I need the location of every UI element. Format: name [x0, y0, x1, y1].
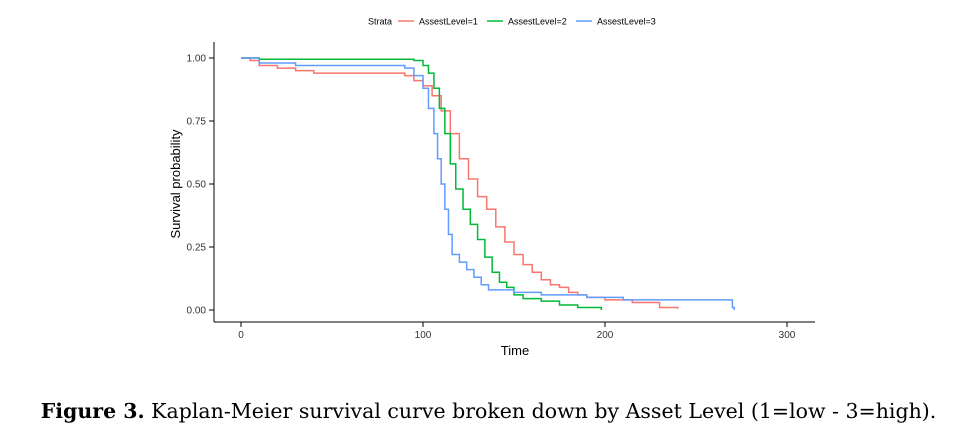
- y-tick-label: 0.50: [187, 180, 207, 191]
- axes: [213, 42, 815, 323]
- y-axis-label: Survival probability: [168, 129, 183, 239]
- y-tick-label: 1.00: [187, 54, 207, 65]
- survival-curve-2: [241, 57, 603, 310]
- legend-title: Strata: [368, 17, 392, 27]
- survival-curve-1: [241, 57, 679, 309]
- y-tick-label: 0.75: [187, 117, 207, 128]
- x-axis-label: Time: [501, 343, 529, 358]
- x-tick-label: 0: [238, 330, 244, 341]
- survival-curves: [241, 57, 735, 310]
- legend: Strata AssestLevel=1 AssestLevel=2 AssestLe…: [368, 17, 656, 27]
- caption-label: Figure 3.: [40, 399, 145, 423]
- ticks: 0 100 200 300 0.00 0.25 0.50 0.75 1.00: [187, 54, 796, 342]
- y-tick-label: 0.00: [187, 306, 207, 317]
- legend-label: AssestLevel=3: [597, 17, 656, 27]
- x-tick-label: 100: [415, 330, 432, 341]
- legend-label: AssestLevel=1: [419, 17, 478, 27]
- x-tick-label: 300: [779, 330, 796, 341]
- legend-label: AssestLevel=2: [508, 17, 567, 27]
- km-survival-chart: Strata AssestLevel=1 AssestLevel=2 AssestLe…: [168, 17, 815, 358]
- caption-text: Kaplan-Meier survival curve broken down …: [144, 399, 937, 423]
- y-tick-label: 0.25: [187, 243, 207, 254]
- survival-curve-3: [241, 57, 735, 310]
- figure-caption: Figure 3. Kaplan-Meier survival curve br…: [0, 399, 977, 423]
- x-tick-label: 200: [597, 330, 614, 341]
